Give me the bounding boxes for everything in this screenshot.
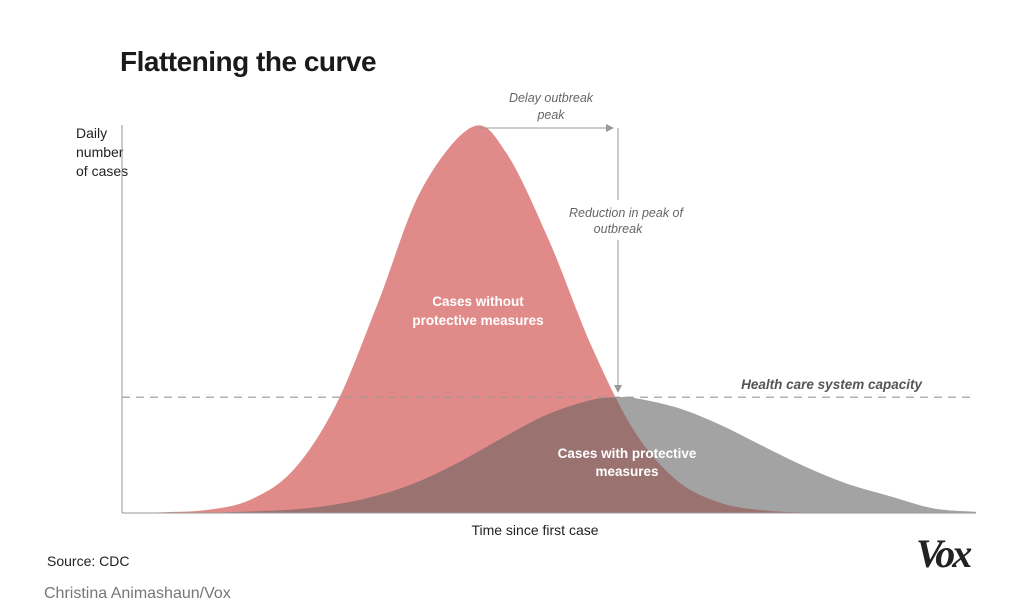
y-axis-label: Daily number of cases	[76, 125, 129, 179]
series-area-without-measures	[122, 125, 976, 513]
source-note: Source: CDC	[47, 553, 130, 569]
chart-title: Flattening the curve	[120, 46, 377, 77]
capacity-label: Health care system capacity	[741, 377, 923, 392]
x-axis-label: Time since first case	[471, 522, 599, 538]
vox-logo: Vox	[916, 531, 972, 576]
series-label-without-line2: protective measures	[412, 313, 543, 328]
reduction-label-line1: Reduction in peak of	[569, 206, 684, 220]
series-label-without-line1: Cases without	[432, 294, 524, 309]
series-label-with-line1: Cases with protective	[558, 446, 697, 461]
delay-label-line1: Delay outbreak	[509, 91, 594, 105]
series-label-with-line2: measures	[595, 464, 658, 479]
credit-note: Christina Animashaun/Vox	[44, 585, 231, 602]
reduction-label-line2: outbreak	[594, 222, 643, 236]
delay-label-line2: peak	[536, 108, 565, 122]
